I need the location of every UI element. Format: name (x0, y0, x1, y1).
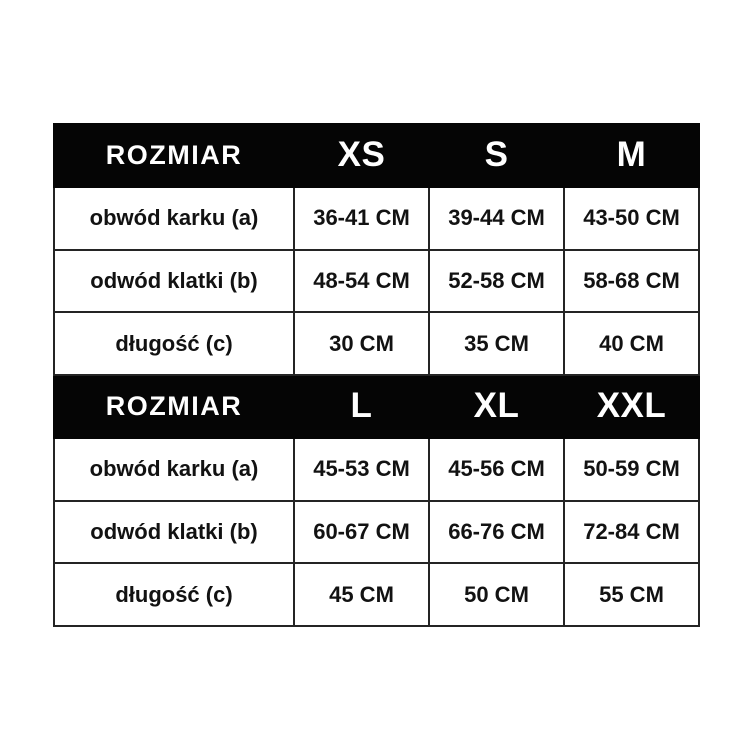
cell-value: 36-41 CM (293, 185, 430, 251)
cell-value: 72-84 CM (563, 499, 700, 565)
section-1-size-s: S (428, 123, 565, 188)
cell-value: 40 CM (563, 311, 700, 376)
cell-value: 43-50 CM (563, 185, 700, 251)
cell-value: 39-44 CM (428, 185, 565, 251)
row-label-neck: obwód karku (a) (53, 185, 295, 251)
table-row: odwód klatki (b) 48-54 CM 52-58 CM 58-68… (53, 248, 700, 314)
row-label-length: długość (c) (53, 311, 295, 376)
row-label-neck: obwód karku (a) (53, 436, 295, 502)
cell-value: 45-53 CM (293, 436, 430, 502)
cell-value: 50-59 CM (563, 436, 700, 502)
cell-value: 58-68 CM (563, 248, 700, 314)
cell-value: 50 CM (428, 562, 565, 627)
cell-value: 55 CM (563, 562, 700, 627)
table-row: odwód klatki (b) 60-67 CM 66-76 CM 72-84… (53, 499, 700, 565)
size-chart-table: ROZMIAR XS S M obwód karku (a) 36-41 CM … (53, 123, 700, 627)
table-row: długość (c) 45 CM 50 CM 55 CM (53, 562, 700, 627)
section-1-size-xs: XS (293, 123, 430, 188)
cell-value: 60-67 CM (293, 499, 430, 565)
cell-value: 66-76 CM (428, 499, 565, 565)
table-row: obwód karku (a) 36-41 CM 39-44 CM 43-50 … (53, 185, 700, 251)
cell-value: 45 CM (293, 562, 430, 627)
cell-value: 45-56 CM (428, 436, 565, 502)
section-1-size-m: M (563, 123, 700, 188)
row-label-chest: odwód klatki (b) (53, 248, 295, 314)
section-2-size-l: L (293, 374, 430, 439)
row-label-chest: odwód klatki (b) (53, 499, 295, 565)
table-row: obwód karku (a) 45-53 CM 45-56 CM 50-59 … (53, 436, 700, 502)
section-2-size-xl: XL (428, 374, 565, 439)
section-2-header-row: ROZMIAR L XL XXL (53, 374, 700, 439)
section-1-header-title: ROZMIAR (53, 123, 295, 188)
section-2-header-title: ROZMIAR (53, 374, 295, 439)
cell-value: 30 CM (293, 311, 430, 376)
table-row: długość (c) 30 CM 35 CM 40 CM (53, 311, 700, 376)
cell-value: 52-58 CM (428, 248, 565, 314)
section-2-size-xxl: XXL (563, 374, 700, 439)
cell-value: 48-54 CM (293, 248, 430, 314)
row-label-length: długość (c) (53, 562, 295, 627)
section-1-header-row: ROZMIAR XS S M (53, 123, 700, 188)
cell-value: 35 CM (428, 311, 565, 376)
